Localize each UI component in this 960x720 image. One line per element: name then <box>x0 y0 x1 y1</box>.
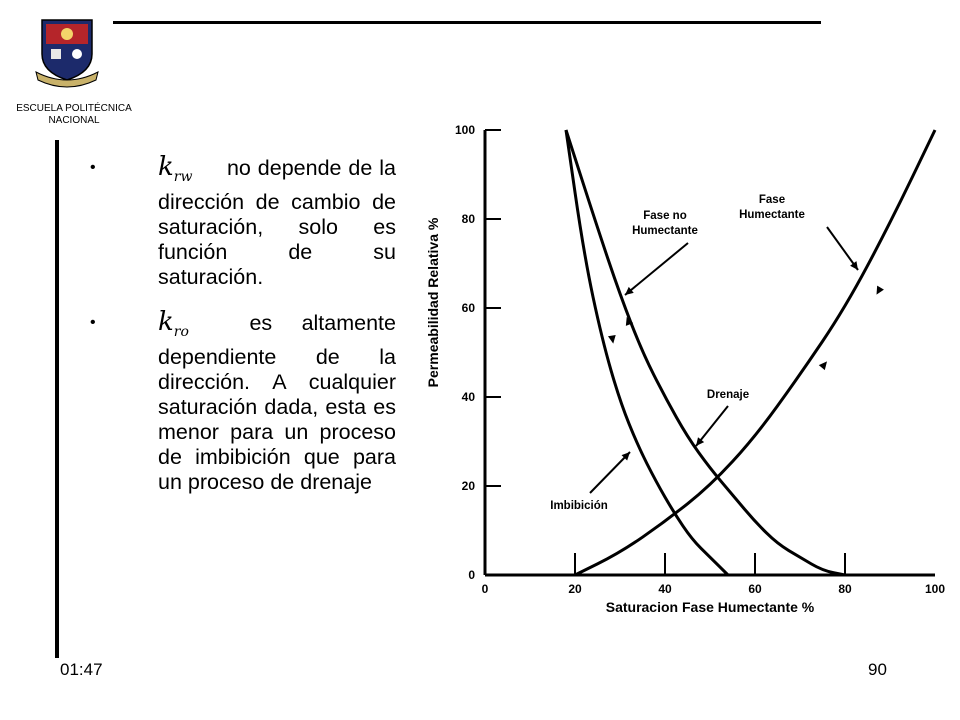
x-tick-label: 40 <box>658 582 672 596</box>
slide-time: 01:47 <box>60 660 103 679</box>
institution-logo <box>35 19 99 88</box>
annotation-fase-humectante-pointer-head <box>850 261 858 270</box>
y-tick-label: 80 <box>462 212 476 226</box>
y-tick-label: 0 <box>468 568 475 582</box>
y-axis-title: Permeabilidad Relativa % <box>425 217 441 387</box>
wetting-up-arrow <box>818 361 827 371</box>
annotation-drenaje-pointer <box>695 405 729 447</box>
annotation-fase-no-humectante-line2: Humectante <box>632 225 698 237</box>
annotation-imbibicion-pointer <box>589 451 631 494</box>
bullet-text: no depende de la dirección de cambio de … <box>158 156 396 290</box>
y-tick-label: 20 <box>462 479 476 493</box>
annotation-fase-humectante-line2: Humectante <box>739 209 805 221</box>
bullet-dot: • <box>90 159 96 176</box>
y-tick-label: 100 <box>455 123 475 137</box>
wetting-phase-curve <box>574 129 937 577</box>
wetting-down-arrow <box>876 285 884 295</box>
bullet-list: • krw no depende de la dirección de camb… <box>90 152 396 515</box>
bullet-item-krw: • krw no depende de la dirección de camb… <box>90 152 396 290</box>
x-tick-label: 20 <box>568 582 582 596</box>
annotation-imbibicion-pointer-head <box>621 452 630 461</box>
annotation-imbibicion: Imbibición <box>550 500 608 512</box>
krw-symbol: krw <box>158 152 193 186</box>
drainage-nonwetting-curve <box>564 129 846 577</box>
bullet-item-kro: • kro es altamente dependiente de la dir… <box>90 307 396 495</box>
annotation-drenaje: Drenaje <box>707 389 749 401</box>
x-axis-title: Saturacion Fase Humectante % <box>606 599 815 615</box>
relative-permeability-chart: 0 20 40 60 80 100 0 20 40 60 80 100 Saturacion Fase … <box>425 123 945 615</box>
y-tick-label: 40 <box>462 390 476 404</box>
page-number: 90 <box>868 660 887 679</box>
annotation-drenaje-pointer-head <box>696 437 705 446</box>
annotation-fase-humectante-pointer <box>826 226 859 271</box>
annotation-fase-no-humectante-pointer-head <box>625 286 634 295</box>
annotation-fase-humectante-line1: Fase <box>759 194 785 206</box>
x-tick-label: 100 <box>925 582 945 596</box>
imbibition-direction-arrow <box>607 334 616 344</box>
institution-name: ESCUELA POLITÉCNICA NACIONAL <box>16 103 132 126</box>
imbibition-nonwetting-curve <box>564 129 730 577</box>
x-tick-label: 60 <box>748 582 762 596</box>
bullet-dot: • <box>90 314 96 332</box>
left-rule <box>55 140 59 658</box>
annotation-fase-no-humectante-pointer <box>624 242 689 296</box>
x-tick-label: 80 <box>838 582 852 596</box>
bullet-text: es altamente dependiente de la dirección… <box>158 311 396 495</box>
kro-symbol: kro <box>158 307 189 341</box>
x-tick-label: 0 <box>482 582 489 596</box>
y-tick-label: 60 <box>462 301 476 315</box>
title-rule <box>113 21 821 24</box>
drainage-direction-arrow <box>625 316 634 326</box>
annotation-fase-no-humectante-line1: Fase no <box>643 210 686 222</box>
